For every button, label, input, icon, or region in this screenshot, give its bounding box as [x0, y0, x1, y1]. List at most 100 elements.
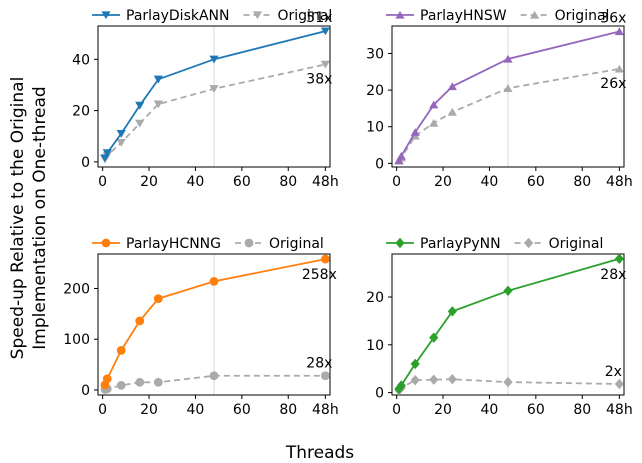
x-tick-label: 48h — [312, 174, 339, 190]
x-tick-label: 20 — [434, 174, 452, 190]
annotation-label: 258x — [302, 267, 337, 283]
x-tick-label: 0 — [392, 174, 401, 190]
data-point — [410, 358, 420, 370]
panel-diskann: 0 20 40 60 80 48h 0 20 40 51x 38x ParlayDiskANN Orig… — [72, 8, 339, 190]
data-point — [100, 154, 110, 163]
y-tick-label: 10 — [366, 338, 384, 354]
data-point — [614, 64, 624, 73]
data-point — [429, 100, 439, 109]
series-line — [104, 63, 326, 160]
legend: ParlayPyNN Original — [386, 236, 603, 252]
y-tick-label: 0 — [375, 386, 384, 402]
x-tick-label: 80 — [279, 174, 297, 190]
x-tick-label: 80 — [279, 402, 297, 418]
x-tick-label: 0 — [98, 402, 107, 418]
data-point — [209, 55, 219, 64]
annotation-label: 36x — [600, 10, 626, 26]
data-point — [320, 60, 330, 69]
annotation-label: 26x — [600, 76, 626, 92]
annotation-label: 28x — [306, 356, 332, 372]
series-line — [104, 30, 326, 159]
data-point — [320, 254, 330, 264]
data-point — [447, 374, 457, 385]
legend-item: Original — [235, 236, 324, 252]
annotation-label: 28x — [600, 267, 626, 283]
series-original — [394, 64, 624, 165]
data-point — [153, 100, 163, 109]
panels: 0 20 40 60 80 48h 0 20 40 51x 38x ParlayDiskANN Orig… — [63, 8, 632, 418]
data-point — [116, 345, 126, 355]
legend-marker — [395, 10, 405, 19]
data-point — [116, 138, 126, 147]
y-tick-label: 40 — [72, 52, 90, 68]
series-parlay — [394, 27, 624, 165]
legend-marker — [530, 10, 540, 19]
annotation-label: 2x — [605, 364, 622, 380]
data-point — [209, 276, 219, 286]
x-tick-label: 20 — [140, 174, 158, 190]
data-point — [429, 118, 439, 127]
x-tick-label: 60 — [527, 174, 545, 190]
y-axis-label-line2: Implementation on One-thread — [30, 86, 50, 349]
data-point — [447, 306, 457, 317]
y-axis-label-line1: Speed-up Relative to the Original — [8, 77, 28, 360]
legend-marker — [395, 237, 405, 249]
data-point — [396, 151, 406, 160]
data-point — [447, 107, 457, 116]
x-tick-label: 0 — [392, 402, 401, 418]
data-point — [410, 374, 420, 386]
y-tick-label: 100 — [63, 332, 90, 348]
data-point — [153, 75, 163, 84]
x-tick-label: 60 — [527, 402, 545, 418]
series-parlay — [100, 27, 330, 163]
data-point — [320, 27, 330, 36]
y-tick-label: 0 — [81, 383, 90, 399]
data-point — [153, 294, 163, 304]
y-tick-label: 30 — [366, 46, 384, 62]
annotation-label: 38x — [306, 71, 332, 87]
data-point — [396, 380, 406, 391]
series-line — [398, 67, 620, 162]
axes-frame — [97, 253, 331, 396]
x-tick-label: 80 — [573, 174, 591, 190]
data-point — [116, 129, 126, 138]
x-tick-label: 20 — [434, 402, 452, 418]
data-point — [394, 383, 404, 394]
x-tick-label: 40 — [481, 174, 499, 190]
legend-item: ParlayHNSW — [386, 8, 507, 24]
data-point — [153, 377, 163, 387]
data-point — [503, 285, 513, 297]
legend-label: Original — [555, 8, 610, 24]
series-original — [394, 374, 624, 396]
axes-frame — [97, 25, 331, 168]
annotation-label: 51x — [306, 10, 332, 26]
legend-marker — [523, 237, 534, 249]
legend-item: Original — [520, 8, 610, 24]
data-point — [614, 27, 624, 36]
data-point — [614, 253, 624, 264]
axes-frame — [391, 253, 625, 396]
data-point — [135, 316, 145, 326]
legend: ParlayHCNNG Original — [92, 236, 324, 252]
legend-label: ParlayDiskANN — [126, 8, 230, 24]
panel-hnsw: 0 20 40 60 80 48h 0 10 20 30 36x 26x ParlayHNSW Origi… — [366, 8, 633, 190]
x-tick-label: 48h — [312, 402, 339, 418]
x-tick-label: 40 — [481, 402, 499, 418]
data-point — [447, 82, 457, 91]
y-tick-label: 20 — [72, 104, 90, 120]
legend-marker — [244, 238, 254, 248]
x-tick-label: 40 — [187, 402, 205, 418]
x-tick-label: 48h — [606, 402, 633, 418]
data-point — [135, 101, 145, 110]
y-tick-label: 0 — [375, 156, 384, 172]
y-tick-label: 20 — [366, 290, 384, 306]
axes-frame — [391, 25, 625, 168]
legend-marker — [101, 11, 111, 20]
x-tick-label: 60 — [233, 174, 251, 190]
series-parlay — [394, 253, 624, 394]
data-point — [135, 119, 145, 128]
series-original — [100, 371, 330, 394]
y-tick-label: 10 — [366, 120, 384, 136]
y-tick-label: 200 — [63, 281, 90, 297]
data-point — [503, 376, 513, 388]
